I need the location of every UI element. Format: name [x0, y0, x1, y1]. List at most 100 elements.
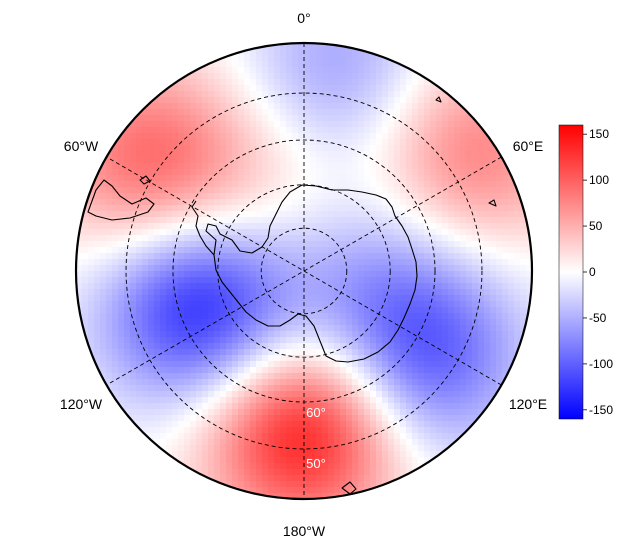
field-cell	[394, 313, 401, 320]
field-cell	[514, 283, 521, 290]
field-cell	[292, 475, 299, 482]
field-cell	[472, 355, 479, 362]
field-cell	[286, 397, 293, 404]
field-cell	[394, 139, 401, 146]
field-cell	[484, 391, 491, 398]
field-cell	[250, 169, 257, 176]
field-cell	[358, 487, 365, 494]
field-cell	[334, 283, 341, 290]
field-cell	[466, 103, 473, 110]
field-cell	[322, 451, 329, 458]
colorbar-tick-label: 50	[589, 219, 603, 233]
field-cell	[124, 181, 131, 188]
field-cell	[454, 361, 461, 368]
field-cell	[154, 343, 161, 350]
field-cell	[400, 271, 407, 278]
field-cell	[190, 397, 197, 404]
field-cell	[514, 361, 521, 368]
field-cell	[496, 397, 503, 404]
field-cell	[196, 73, 203, 80]
field-cell	[118, 205, 125, 212]
field-cell	[208, 205, 215, 212]
field-cell	[172, 385, 179, 392]
field-cell	[418, 337, 425, 344]
field-cell	[226, 109, 233, 116]
graticule	[106, 43, 502, 499]
field-cell	[316, 175, 323, 182]
field-cell	[370, 283, 377, 290]
field-cell	[334, 409, 341, 416]
field-cell	[280, 445, 287, 452]
field-cell	[100, 253, 107, 260]
field-cell	[334, 487, 341, 494]
field-cell	[328, 409, 335, 416]
field-cell	[280, 331, 287, 338]
field-cell	[304, 121, 311, 128]
field-cell	[478, 337, 485, 344]
field-cell	[214, 427, 221, 434]
field-cell	[268, 139, 275, 146]
field-cell	[436, 127, 443, 134]
field-cell	[196, 403, 203, 410]
field-cell	[394, 259, 401, 266]
field-cell	[376, 55, 383, 62]
field-cell	[460, 289, 467, 296]
field-cell	[442, 151, 449, 158]
field-cell	[460, 157, 467, 164]
field-cell	[298, 253, 305, 260]
field-cell	[238, 481, 245, 488]
field-cell	[238, 307, 245, 314]
field-cell	[484, 247, 491, 254]
field-cell	[478, 325, 485, 332]
field-cell	[94, 313, 101, 320]
field-cell	[406, 199, 413, 206]
field-cell	[274, 469, 281, 476]
field-cell	[304, 79, 311, 86]
field-cell	[418, 295, 425, 302]
field-cell	[376, 325, 383, 332]
field-cell	[106, 259, 113, 266]
field-cell	[346, 403, 353, 410]
field-cell	[262, 241, 269, 248]
field-cell	[202, 187, 209, 194]
field-cell	[400, 463, 407, 470]
field-cell	[196, 469, 203, 476]
field-cell	[412, 457, 419, 464]
field-cell	[298, 313, 305, 320]
field-cell	[388, 85, 395, 92]
field-cell	[190, 409, 197, 416]
field-cell	[100, 187, 107, 194]
field-cell	[154, 277, 161, 284]
field-cell	[424, 289, 431, 296]
field-cell	[244, 361, 251, 368]
field-cell	[178, 133, 185, 140]
field-cell	[262, 175, 269, 182]
field-cell	[244, 265, 251, 272]
field-cell	[172, 301, 179, 308]
field-cell	[274, 181, 281, 188]
field-cell	[382, 397, 389, 404]
field-cell	[466, 151, 473, 158]
field-cell	[508, 283, 515, 290]
field-cell	[490, 235, 497, 242]
field-cell	[328, 79, 335, 86]
field-cell	[484, 325, 491, 332]
field-cell	[358, 73, 365, 80]
field-cell	[196, 385, 203, 392]
field-cell	[292, 247, 299, 254]
field-cell	[232, 481, 239, 488]
field-cell	[448, 403, 455, 410]
field-cell	[388, 211, 395, 218]
field-cell	[196, 139, 203, 146]
field-cell	[490, 385, 497, 392]
field-cell	[322, 391, 329, 398]
field-cell	[280, 301, 287, 308]
colorbar-tick-label: 0	[589, 265, 596, 279]
field-cell	[406, 193, 413, 200]
field-cell	[220, 475, 227, 482]
field-cell	[190, 391, 197, 398]
field-cell	[346, 121, 353, 128]
field-cell	[466, 205, 473, 212]
field-cell	[268, 217, 275, 224]
field-cell	[358, 49, 365, 56]
